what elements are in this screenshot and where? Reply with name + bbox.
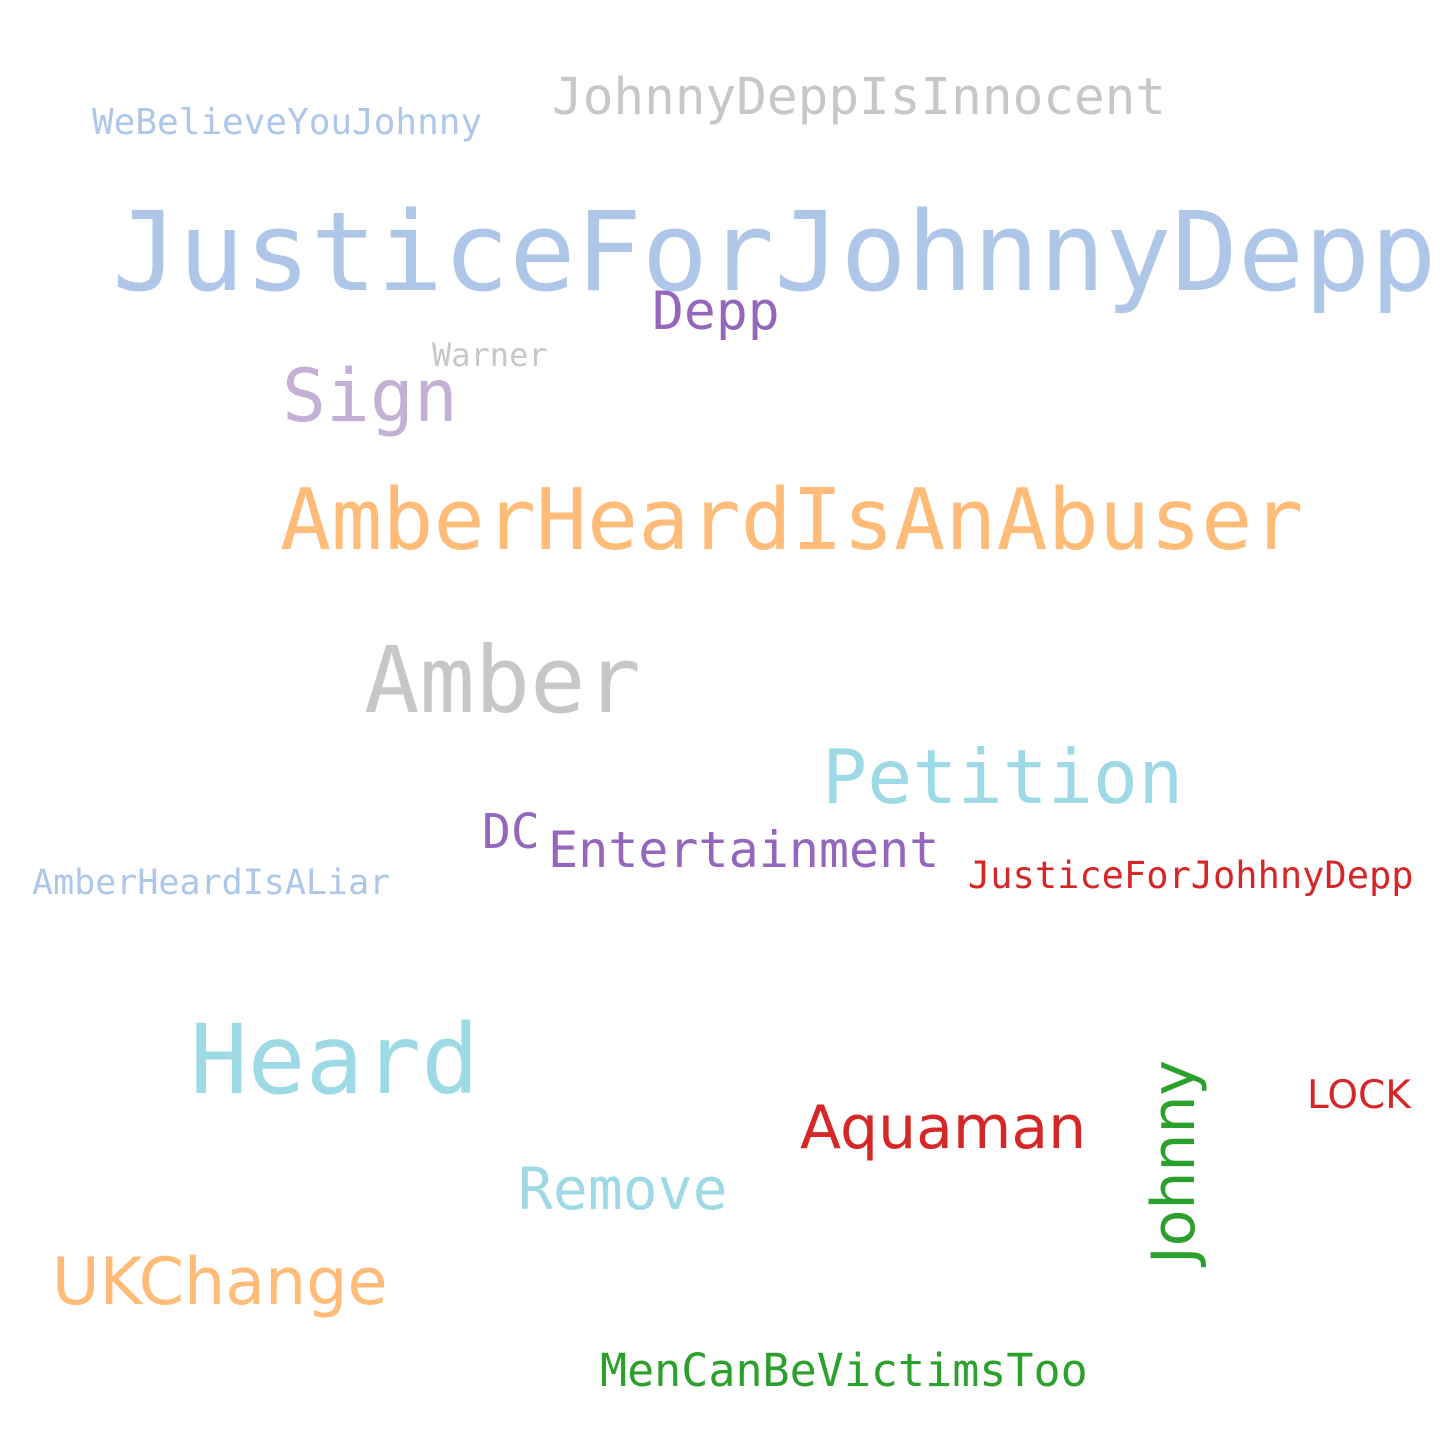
word-johnny: Johnny	[1139, 1060, 1209, 1264]
word-mencanbevictimstoo: MenCanBeVictimsToo	[600, 1344, 1088, 1397]
word-entertainment: Entertainment	[548, 821, 940, 879]
word-sign: Sign	[282, 354, 458, 439]
word-amberheardisaliar: AmberHeardIsALiar	[32, 863, 391, 903]
word-aquaman: Aquaman	[800, 1093, 1087, 1163]
word-lock: LOCK	[1307, 1073, 1411, 1118]
word-johnnydeppisinnocent: JohnnyDeppIsInnocent	[552, 68, 1167, 127]
word-justiceforjohnnydepp: JusticeForJohnnyDepp	[112, 188, 1437, 316]
word-remove: Remove	[518, 1155, 728, 1223]
word-warner: Warner	[432, 336, 548, 374]
word-justiceforjohhnydepp: JusticeForJohhnyDepp	[968, 854, 1414, 897]
word-depp: Depp	[652, 281, 780, 342]
word-ukchange: UKChange	[52, 1245, 388, 1320]
word-webelieveyoujohnny: WeBelieveYouJohnny	[92, 102, 483, 143]
word-petition: Petition	[822, 733, 1184, 821]
word-heard: Heard	[190, 1004, 479, 1116]
word-amberheardisanabuser: AmberHeardIsAnAbuser	[280, 471, 1304, 570]
word-amber: Amber	[364, 627, 641, 734]
word-dc: DC	[482, 804, 540, 860]
